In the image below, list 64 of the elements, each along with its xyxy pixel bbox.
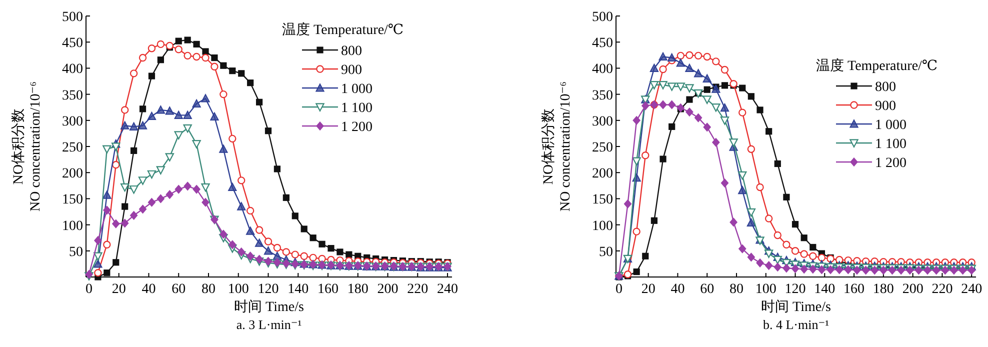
y-tick-label: 250 bbox=[592, 140, 613, 156]
x-tick-label: 60 bbox=[700, 282, 714, 297]
x-axis-title: 时间 Time/s bbox=[761, 299, 831, 315]
legend-label: 900 bbox=[875, 99, 896, 114]
y-tick-label: 350 bbox=[592, 88, 613, 104]
x-tick-label: 20 bbox=[112, 282, 126, 297]
x-tick-label: 140 bbox=[288, 282, 309, 297]
x-tick-label: 40 bbox=[670, 282, 685, 297]
y-tick-label: 400 bbox=[592, 62, 613, 78]
x-tick-label: 120 bbox=[784, 282, 806, 297]
y-tick-label: 300 bbox=[592, 114, 613, 130]
y-tick-label: 50 bbox=[599, 244, 613, 260]
x-tick-label: 200 bbox=[902, 282, 924, 297]
legend-title: 温度 Temperature/℃ bbox=[282, 22, 404, 38]
x-tick-label: 100 bbox=[755, 282, 776, 297]
legend-label: 1 200 bbox=[875, 156, 906, 171]
y-tick-label: 100 bbox=[62, 218, 83, 234]
x-tick-label: 20 bbox=[641, 282, 656, 297]
y-tick-label: 200 bbox=[62, 166, 83, 182]
x-axis-title: 时间 Time/s bbox=[234, 299, 304, 315]
text: b. 4 L·min⁻¹ bbox=[762, 317, 830, 332]
y-tick-label: 350 bbox=[62, 88, 83, 104]
x-tick-label: 80 bbox=[202, 282, 216, 297]
y-tick-label: 450 bbox=[592, 36, 613, 52]
x-tick-label: 220 bbox=[407, 282, 428, 297]
x-tick-label: 200 bbox=[377, 282, 398, 297]
y-tick-label: 100 bbox=[592, 218, 613, 234]
y-axis-title: NO体积分数 NO concentration/10⁻⁶ bbox=[10, 81, 44, 212]
x-tick-label: 120 bbox=[258, 282, 279, 297]
x-tick-label: 160 bbox=[844, 282, 865, 297]
y-tick-label: 50 bbox=[69, 244, 83, 260]
legend-label: 1 000 bbox=[341, 82, 372, 97]
legend-label: 1 000 bbox=[875, 118, 906, 133]
x-tick-label: 160 bbox=[318, 282, 339, 297]
y-axis-title: NO体积分数 NO concentration/10⁻⁶ bbox=[540, 81, 574, 212]
y-tick-label: 250 bbox=[62, 140, 83, 156]
x-tick-label: 240 bbox=[437, 282, 458, 297]
legend-title: 温度 Temperature/℃ bbox=[816, 58, 938, 74]
legend-label: 1 100 bbox=[875, 137, 906, 152]
x-tick-label: 40 bbox=[142, 282, 156, 297]
legend-label: 800 bbox=[341, 44, 362, 59]
x-tick-label: 180 bbox=[872, 282, 894, 297]
x-tick-label: 0 bbox=[615, 282, 622, 297]
x-tick-label: 180 bbox=[347, 282, 368, 297]
x-tick-label: 140 bbox=[814, 282, 836, 297]
legend-label: 1 100 bbox=[341, 101, 372, 116]
y-tick-label: 450 bbox=[62, 36, 83, 52]
y-tick-label: 400 bbox=[62, 62, 83, 78]
y-tick-label: 200 bbox=[592, 166, 613, 182]
x-tick-label: 220 bbox=[932, 282, 953, 297]
y-tick-label: 500 bbox=[62, 10, 83, 25]
x-tick-label: 240 bbox=[961, 282, 982, 297]
text: a. 3 L·min⁻¹ bbox=[236, 317, 302, 332]
y-tick-label: 150 bbox=[592, 192, 613, 208]
x-tick-label: 100 bbox=[228, 282, 249, 297]
y-tick-label: 150 bbox=[62, 192, 83, 208]
x-tick-label: 80 bbox=[729, 282, 744, 297]
legend-label: 900 bbox=[341, 63, 362, 78]
y-tick-label: 500 bbox=[592, 10, 613, 25]
y-tick-label: 300 bbox=[62, 114, 83, 130]
x-tick-label: 60 bbox=[172, 282, 186, 297]
legend-label: 1 200 bbox=[341, 120, 372, 135]
x-tick-label: 0 bbox=[85, 282, 92, 297]
legend-label: 800 bbox=[875, 80, 896, 95]
